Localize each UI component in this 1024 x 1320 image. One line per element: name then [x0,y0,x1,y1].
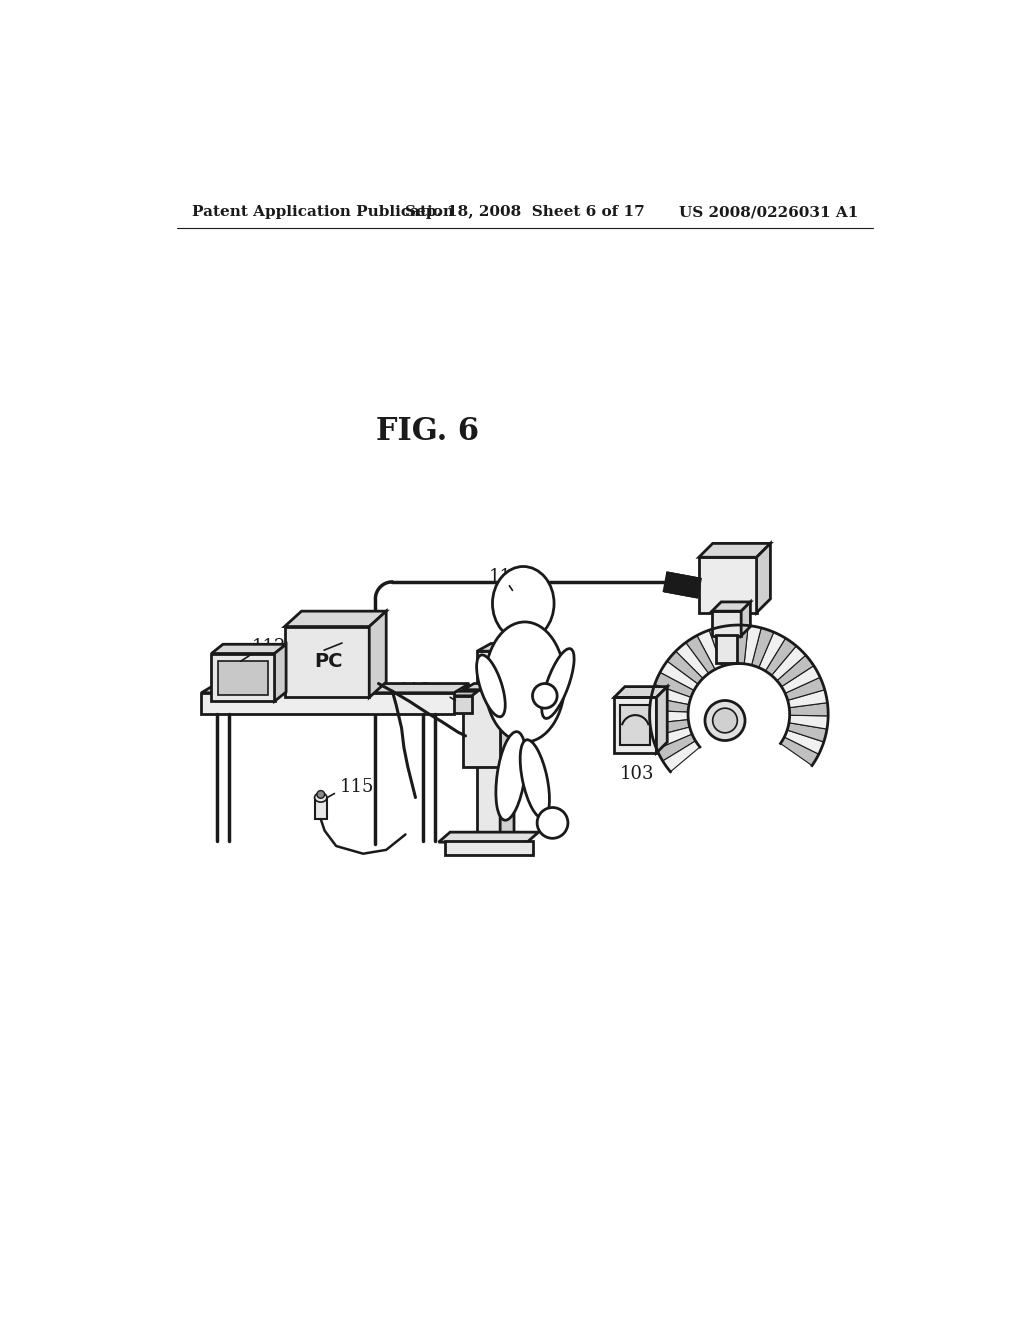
Polygon shape [676,643,709,678]
Bar [314,797,327,818]
Polygon shape [500,644,514,843]
Bar [285,627,370,697]
Polygon shape [370,611,386,697]
Text: 113: 113 [398,682,432,700]
Text: Sep. 18, 2008  Sheet 6 of 17: Sep. 18, 2008 Sheet 6 of 17 [404,206,645,219]
Polygon shape [787,690,827,708]
Bar [698,557,757,612]
Polygon shape [752,628,774,668]
Polygon shape [660,661,698,690]
Polygon shape [781,665,820,693]
Ellipse shape [542,648,574,718]
Polygon shape [785,677,824,701]
Polygon shape [649,697,689,711]
Ellipse shape [476,655,505,717]
Text: 112: 112 [252,638,287,656]
Bar [451,696,472,713]
Bar [211,653,274,701]
Polygon shape [274,644,286,701]
Text: 111: 111 [348,630,382,648]
Polygon shape [656,734,695,762]
Text: US 2008/0226031 A1: US 2008/0226031 A1 [679,206,858,219]
Bar [614,697,656,752]
Polygon shape [463,684,511,689]
Polygon shape [788,715,828,729]
Bar [444,841,534,855]
Polygon shape [787,723,827,742]
Polygon shape [202,684,469,693]
Polygon shape [712,602,751,611]
Text: PC: PC [314,652,343,672]
Ellipse shape [520,739,550,818]
Text: 114: 114 [488,569,522,586]
Polygon shape [451,692,478,696]
Text: 103: 103 [620,766,654,783]
Polygon shape [741,602,751,636]
Bar [716,635,737,663]
Polygon shape [780,737,819,766]
Ellipse shape [532,684,557,709]
Polygon shape [614,686,668,697]
Ellipse shape [538,808,568,838]
Bar [463,689,500,767]
Polygon shape [650,719,689,737]
Polygon shape [784,730,824,754]
Polygon shape [211,644,286,653]
Polygon shape [759,632,785,671]
Bar [217,661,268,696]
Bar [712,611,741,636]
Ellipse shape [484,622,565,742]
Polygon shape [790,702,828,715]
Text: FIG. 6: FIG. 6 [376,416,478,447]
Polygon shape [709,627,729,667]
Polygon shape [765,638,797,676]
Polygon shape [722,626,736,664]
Polygon shape [777,655,814,686]
Polygon shape [757,544,770,612]
Polygon shape [651,685,691,705]
Ellipse shape [493,566,554,640]
Ellipse shape [713,708,737,733]
Polygon shape [667,651,702,684]
Text: 115: 115 [340,777,375,796]
Polygon shape [285,611,386,627]
Polygon shape [744,626,761,665]
Polygon shape [656,686,668,752]
Bar [202,693,454,714]
Bar [621,705,650,744]
Ellipse shape [314,793,327,803]
Polygon shape [663,741,700,772]
Polygon shape [697,630,722,669]
Bar [477,651,500,843]
Polygon shape [771,645,806,681]
Polygon shape [652,727,692,750]
Polygon shape [649,710,688,723]
Polygon shape [654,672,694,697]
Ellipse shape [496,731,526,820]
Ellipse shape [316,791,325,799]
Polygon shape [686,635,715,673]
Polygon shape [735,626,749,664]
Polygon shape [477,644,514,651]
Text: Patent Application Publication: Patent Application Publication [193,206,455,219]
Polygon shape [438,832,539,842]
Polygon shape [698,544,770,557]
Ellipse shape [705,701,745,741]
